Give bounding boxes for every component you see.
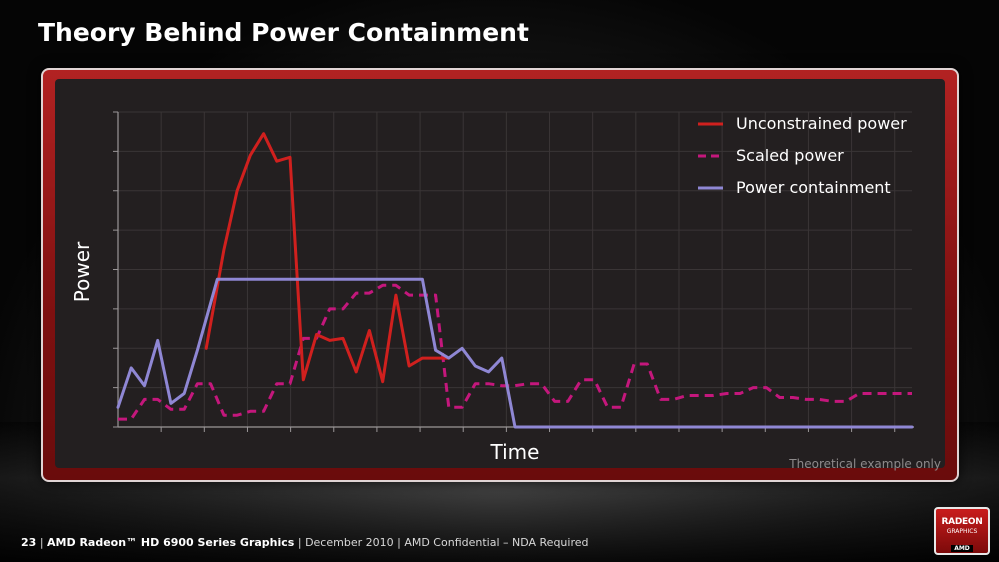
scaled-power-line bbox=[118, 283, 912, 421]
chart-series bbox=[116, 132, 914, 429]
chart-legend: Unconstrained power Scaled power Power con… bbox=[698, 114, 907, 197]
radeon-graphics-logo: RADEON GRAPHICS AMD bbox=[934, 507, 990, 555]
y-axis-label: Power bbox=[70, 241, 94, 302]
legend-label: Scaled power bbox=[736, 146, 844, 165]
confidentiality-note: AMD Confidential – NDA Required bbox=[404, 536, 589, 549]
unconstrained-power-line bbox=[204, 132, 451, 384]
slide-title: Theory Behind Power Containment bbox=[38, 18, 529, 47]
footer-date: December 2010 bbox=[305, 536, 394, 549]
logo-line-graphics: GRAPHICS bbox=[946, 528, 978, 535]
footer-separator: | bbox=[39, 536, 44, 549]
x-axis-label: Time bbox=[490, 440, 540, 464]
chart-panel: Unconstrained power Scaled power Power con… bbox=[55, 79, 945, 471]
power-containment-line bbox=[116, 277, 914, 429]
legend-label: Unconstrained power bbox=[736, 114, 907, 133]
product-name: AMD Radeon™ HD 6900 Series Graphics bbox=[47, 536, 295, 549]
legend-label: Power containment bbox=[736, 178, 891, 197]
footer: 23 | AMD Radeon™ HD 6900 Series Graphics… bbox=[21, 536, 589, 549]
theoretical-note: Theoretical example only bbox=[788, 457, 941, 471]
chart-frame: Unconstrained power Scaled power Power con… bbox=[41, 68, 959, 482]
footer-separator: | bbox=[397, 536, 401, 549]
logo-line-amd: AMD bbox=[951, 545, 973, 552]
page-number: 23 bbox=[21, 536, 37, 549]
logo-line-radeon: RADEON bbox=[941, 517, 983, 527]
power-chart: Unconstrained power Scaled power Power con… bbox=[70, 111, 941, 471]
footer-separator: | bbox=[297, 536, 302, 549]
